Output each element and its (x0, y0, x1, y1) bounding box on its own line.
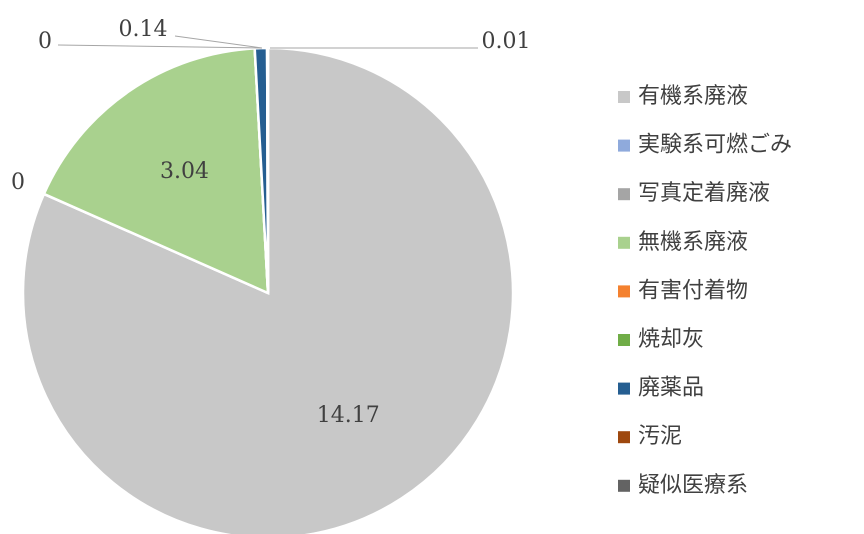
legend-label: 有害付着物 (638, 278, 748, 303)
legend-swatch (618, 285, 630, 298)
leader-line (174, 35, 263, 49)
leader-line (57, 44, 263, 49)
data-label: 0.14 (119, 17, 168, 42)
legend-label: 汚泥 (638, 424, 682, 449)
pie-slice (265, 46, 270, 294)
data-label: 3.04 (160, 159, 209, 184)
legend-label: 廃薬品 (638, 376, 704, 401)
data-label: 0 (11, 170, 25, 195)
pie-slice (21, 46, 515, 534)
legend-swatch (618, 139, 630, 152)
data-label: 0 (38, 29, 52, 54)
legend-swatch (618, 334, 630, 346)
legend-swatch (618, 479, 630, 492)
legend-swatch (618, 91, 630, 103)
legend-swatch (618, 382, 630, 395)
legend-label: 無機系廃液 (638, 230, 748, 255)
data-label: 0.01 (482, 29, 531, 54)
legend-label: 写真定着廃液 (638, 181, 770, 206)
pie-slice (42, 47, 270, 295)
legend-label: 疑似医療系 (638, 473, 748, 498)
data-label: 14.17 (317, 403, 380, 428)
legend-label: 焼却灰 (638, 327, 704, 352)
legend-swatch (618, 188, 630, 201)
legend-swatch (618, 236, 630, 249)
legend-swatch (618, 431, 630, 444)
legend-label: 実験系可燃ごみ (638, 133, 792, 158)
legend-label: 有機系廃液 (638, 84, 748, 109)
